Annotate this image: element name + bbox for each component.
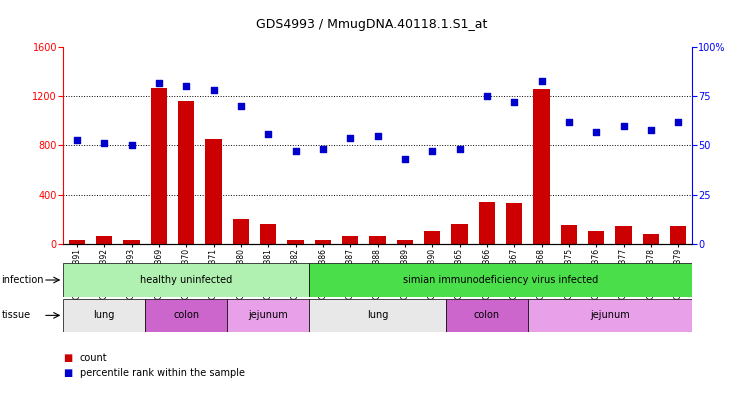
Point bbox=[536, 77, 548, 84]
Bar bbox=[68, 240, 85, 244]
Text: ■: ■ bbox=[63, 353, 72, 363]
Bar bbox=[369, 236, 386, 244]
Text: simian immunodeficiency virus infected: simian immunodeficiency virus infected bbox=[403, 275, 598, 285]
Bar bbox=[124, 240, 140, 244]
Text: jejunum: jejunum bbox=[590, 310, 629, 320]
Bar bbox=[615, 226, 632, 244]
Point bbox=[153, 79, 165, 86]
Point bbox=[208, 87, 219, 94]
Bar bbox=[315, 240, 331, 244]
Point bbox=[618, 123, 629, 129]
Text: ■: ■ bbox=[63, 368, 72, 378]
Bar bbox=[310, 263, 692, 297]
Bar bbox=[310, 299, 446, 332]
Point bbox=[673, 119, 684, 125]
Point bbox=[372, 132, 384, 139]
Bar bbox=[643, 234, 659, 244]
Text: healthy uninfected: healthy uninfected bbox=[140, 275, 232, 285]
Bar bbox=[151, 88, 167, 244]
Bar bbox=[452, 224, 468, 244]
Point bbox=[563, 119, 575, 125]
Bar bbox=[588, 231, 604, 244]
Bar bbox=[227, 299, 310, 332]
Bar bbox=[178, 101, 194, 244]
Point bbox=[344, 134, 356, 141]
Text: infection: infection bbox=[1, 275, 44, 285]
Bar bbox=[260, 224, 277, 244]
Text: percentile rank within the sample: percentile rank within the sample bbox=[80, 368, 245, 378]
Bar bbox=[533, 89, 550, 244]
Bar bbox=[342, 236, 359, 244]
Point bbox=[454, 146, 466, 152]
Bar bbox=[506, 203, 522, 244]
Point bbox=[645, 127, 657, 133]
Bar bbox=[424, 231, 440, 244]
Point bbox=[508, 99, 520, 105]
Bar bbox=[205, 139, 222, 244]
Point bbox=[317, 146, 329, 152]
Bar bbox=[145, 299, 227, 332]
Bar bbox=[63, 299, 145, 332]
Text: jejunum: jejunum bbox=[248, 310, 288, 320]
Bar bbox=[397, 240, 413, 244]
Point bbox=[289, 148, 301, 154]
Bar bbox=[478, 202, 495, 244]
Text: tissue: tissue bbox=[1, 310, 31, 320]
Bar bbox=[561, 225, 577, 244]
Text: lung: lung bbox=[367, 310, 388, 320]
Point bbox=[263, 130, 275, 137]
Bar bbox=[446, 299, 528, 332]
Bar bbox=[670, 226, 687, 244]
Point bbox=[426, 148, 438, 154]
Point bbox=[98, 140, 110, 147]
Point bbox=[71, 136, 83, 143]
Point bbox=[235, 103, 247, 109]
Text: lung: lung bbox=[94, 310, 115, 320]
Text: colon: colon bbox=[474, 310, 500, 320]
Point bbox=[481, 93, 493, 99]
Text: count: count bbox=[80, 353, 107, 363]
Bar bbox=[96, 236, 112, 244]
Point bbox=[399, 156, 411, 162]
Text: colon: colon bbox=[173, 310, 199, 320]
Point bbox=[590, 129, 602, 135]
Bar bbox=[287, 240, 304, 244]
Point bbox=[126, 142, 138, 149]
Point bbox=[180, 83, 192, 90]
Bar bbox=[233, 219, 249, 244]
Bar bbox=[528, 299, 692, 332]
Text: GDS4993 / MmugDNA.40118.1.S1_at: GDS4993 / MmugDNA.40118.1.S1_at bbox=[257, 18, 487, 31]
Bar bbox=[63, 263, 310, 297]
